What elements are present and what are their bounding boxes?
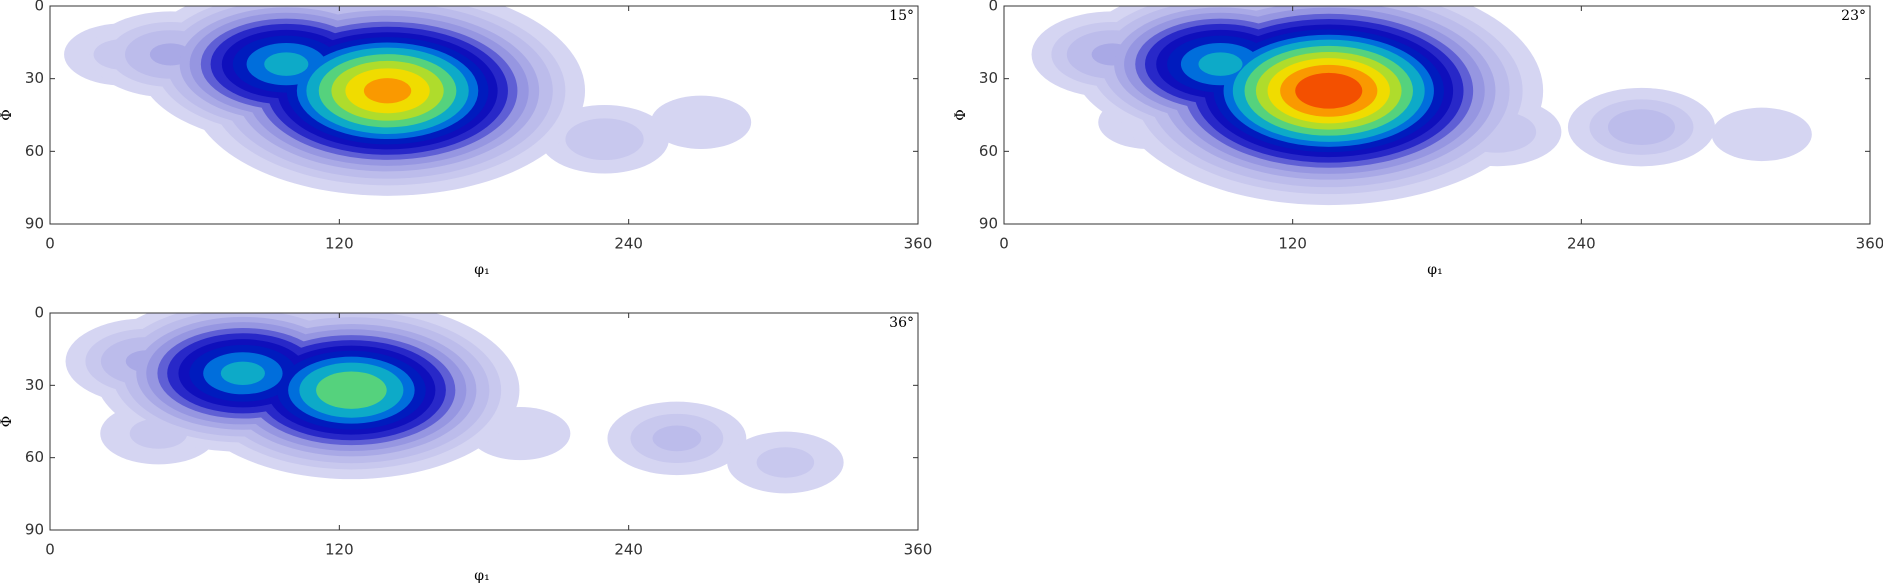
y-tick-label: 0 [988, 0, 998, 15]
x-axis-label: φ₁ [474, 568, 489, 584]
contour-level [650, 95, 752, 149]
y-axis-label: Φ [0, 109, 15, 120]
plot-frame [49, 5, 919, 225]
plot-frame [49, 312, 919, 531]
plot-frame [1003, 5, 1871, 225]
contour-level [756, 447, 815, 478]
x-tick-label: 0 [999, 235, 1009, 253]
y-tick-label: 30 [979, 69, 998, 87]
contour-level [220, 361, 265, 385]
x-tick-label: 240 [614, 541, 643, 559]
x-axis-label: φ₁ [474, 262, 489, 278]
contour-level [1198, 52, 1243, 76]
x-tick-label: 360 [1856, 235, 1883, 253]
contour-level [1607, 109, 1675, 145]
annotation: 23° [1841, 8, 1866, 24]
y-tick-label: 0 [34, 0, 44, 15]
x-tick-label: 120 [1278, 235, 1307, 253]
x-tick-label: 0 [45, 541, 55, 559]
contour-level [652, 425, 702, 452]
y-tick-label: 60 [25, 142, 44, 160]
x-tick-label: 240 [1567, 235, 1596, 253]
x-tick-label: 240 [614, 235, 643, 253]
x-tick-label: 360 [904, 541, 933, 559]
contour-level [363, 78, 412, 104]
contour-field [64, 6, 752, 196]
x-axis-label: φ₁ [1427, 262, 1442, 278]
y-tick-label: 30 [25, 376, 44, 394]
y-tick-label: 60 [979, 142, 998, 160]
contour-level [565, 118, 644, 161]
annotation: 15° [889, 8, 914, 24]
contour-level [264, 52, 309, 76]
contour-level [316, 371, 387, 409]
contour-level [1295, 72, 1363, 109]
contour-field [65, 313, 844, 494]
y-tick-label: 0 [34, 304, 44, 322]
y-tick-label: 90 [979, 215, 998, 233]
y-tick-label: 90 [25, 215, 44, 233]
y-axis-label: Φ [0, 416, 15, 427]
x-tick-label: 0 [45, 235, 55, 253]
contour-field [1031, 6, 1812, 206]
y-tick-label: 60 [25, 448, 44, 466]
x-tick-label: 120 [325, 235, 354, 253]
annotation: 36° [889, 315, 914, 331]
x-tick-label: 120 [325, 541, 354, 559]
y-tick-label: 30 [25, 69, 44, 87]
contour-level [1711, 107, 1812, 162]
x-tick-label: 360 [904, 235, 933, 253]
y-tick-label: 90 [25, 521, 44, 539]
y-axis-label: Φ [953, 109, 969, 120]
